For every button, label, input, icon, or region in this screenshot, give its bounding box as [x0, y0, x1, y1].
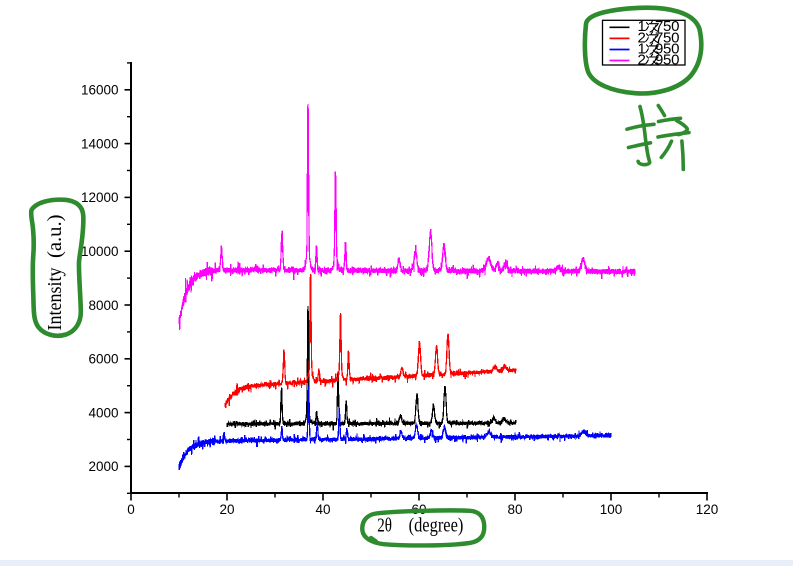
svg-text:750: 750 [655, 18, 679, 35]
svg-text:14000: 14000 [81, 136, 119, 151]
svg-text:4000: 4000 [88, 405, 118, 420]
svg-text:100: 100 [600, 502, 623, 517]
svg-text:950: 950 [655, 40, 679, 57]
svg-text:8000: 8000 [88, 298, 118, 313]
svg-text:2000: 2000 [88, 459, 118, 474]
svg-text:950: 950 [655, 52, 679, 69]
svg-text:(a.u.): (a.u.) [44, 215, 66, 258]
svg-text:(degree): (degree) [409, 514, 464, 537]
svg-text:0: 0 [127, 502, 135, 517]
svg-text:2: 2 [638, 29, 646, 46]
svg-text:6000: 6000 [88, 352, 118, 367]
svg-text:10000: 10000 [81, 244, 119, 259]
svg-text:Intensity: Intensity [44, 267, 66, 330]
svg-text:40: 40 [315, 502, 330, 517]
svg-text:12000: 12000 [81, 190, 119, 205]
svg-text:20: 20 [219, 502, 234, 517]
svg-text:16000: 16000 [81, 83, 119, 98]
svg-text:80: 80 [507, 502, 522, 517]
svg-text:1: 1 [638, 40, 646, 57]
svg-text:1: 1 [638, 18, 646, 35]
svg-text:750: 750 [655, 29, 679, 46]
svg-text:2θ: 2θ [377, 513, 392, 536]
svg-text:120: 120 [696, 502, 719, 517]
svg-text:2: 2 [638, 52, 646, 69]
